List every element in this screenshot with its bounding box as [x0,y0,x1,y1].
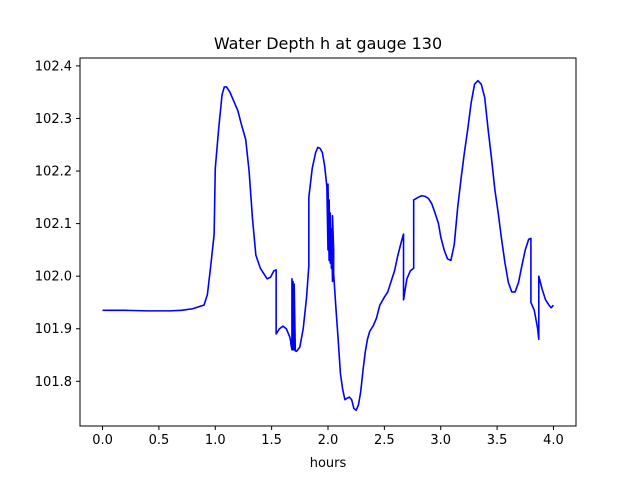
x-tick-label: 1.5 [261,433,282,448]
x-tick-label: 3.0 [430,433,451,448]
series-line-0 [102,79,555,412]
x-tick-label: 1.0 [205,433,226,448]
x-tick-label: 4.0 [543,433,564,448]
x-tick-label: 2.5 [374,433,395,448]
y-tick-label: 102.2 [35,165,72,180]
y-axis: 101.8 101.9 102.0 102.1 102.2 102.3 102.4 [35,59,80,390]
x-axis-label: hours [310,456,347,471]
y-tick-label: 101.8 [35,375,72,390]
x-tick-label: 3.5 [487,433,508,448]
x-axis: 0.0 0.5 1.0 1.5 2.0 2.5 3.0 3.5 4.0 [92,426,564,448]
chart-title: Water Depth h at gauge 130 [214,34,442,53]
x-tick-label: 0.5 [149,433,170,448]
y-tick-label: 101.9 [35,322,72,337]
y-tick-label: 102.1 [35,217,72,232]
x-tick-label: 2.0 [318,433,339,448]
y-tick-label: 102.4 [35,59,72,74]
x-tick-label: 0.0 [92,433,113,448]
y-tick-label: 102.0 [35,270,72,285]
y-tick-label: 102.3 [35,112,72,127]
